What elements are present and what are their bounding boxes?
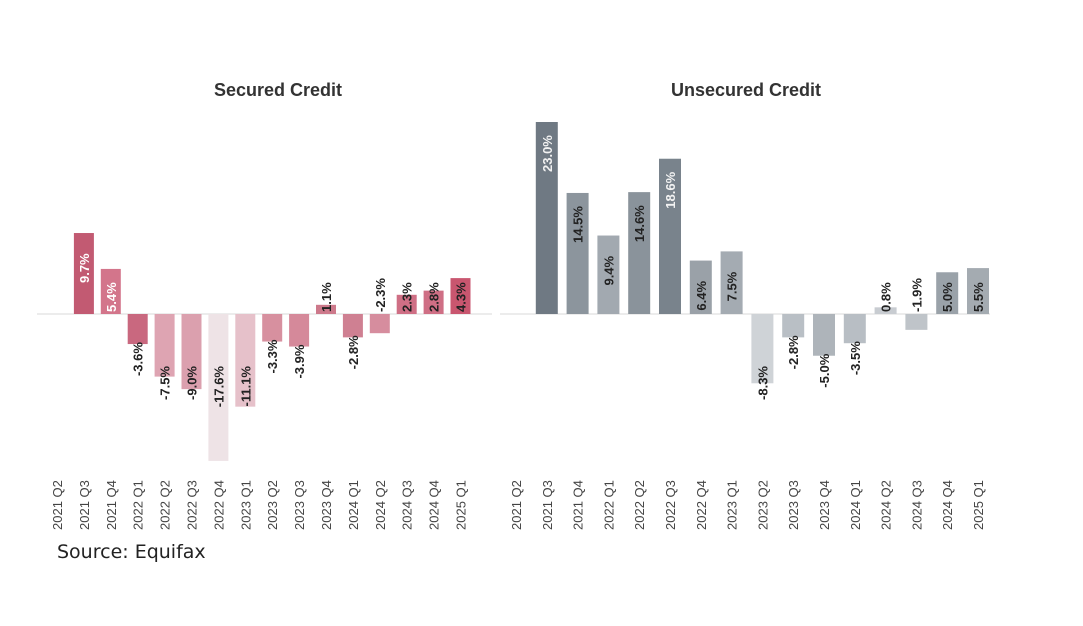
data-label: -7.5% [158, 366, 173, 400]
bar [597, 235, 620, 314]
data-label: -9.0% [185, 366, 200, 400]
x-tick-label: 2022 Q3 [185, 480, 200, 530]
x-tick-label: 2024 Q2 [879, 480, 894, 530]
data-label: 5.5% [971, 282, 986, 312]
data-label: 9.4% [601, 255, 616, 285]
data-label: 14.5% [571, 206, 586, 243]
bar [628, 192, 651, 314]
bar [289, 314, 310, 347]
data-label: 14.6% [632, 205, 647, 242]
bar [751, 314, 774, 384]
data-label: -11.1% [238, 366, 253, 407]
x-tick-label: 2023 Q1 [238, 480, 253, 530]
data-label: 1.1% [319, 282, 334, 312]
bar [208, 314, 229, 461]
x-tick-label: 2024 Q1 [848, 480, 863, 530]
x-tick-label: 2021 Q2 [509, 480, 524, 530]
bar [423, 290, 444, 314]
chart-title: Unsecured Credit [671, 80, 821, 100]
data-label: 0.8% [879, 282, 894, 312]
bar [843, 314, 866, 344]
bar [342, 314, 363, 338]
x-tick-label: 2021 Q2 [50, 480, 65, 530]
data-label: -3.3% [265, 339, 280, 373]
bar [566, 192, 589, 314]
x-tick-label: 2021 Q3 [540, 480, 555, 530]
x-tick-label: 2021 Q4 [571, 480, 586, 530]
x-tick-label: 2022 Q1 [601, 480, 616, 530]
x-tick-label: 2023 Q4 [319, 480, 334, 530]
bar [396, 294, 417, 314]
data-label: -2.3% [373, 278, 388, 312]
data-label: -3.6% [131, 342, 146, 376]
x-tick-label: 2023 Q3 [786, 480, 801, 530]
bar [127, 314, 148, 345]
x-tick-label: 2021 Q3 [77, 480, 92, 530]
source-note: Source: Equifax [57, 541, 206, 563]
data-label: 23.0% [540, 135, 555, 172]
bar [181, 314, 202, 390]
secured-credit-panel: Secured Credit 2021 Q2 9.7% 2021 Q3 5.4% 2021… [37, 80, 492, 530]
data-label: -2.8% [786, 335, 801, 369]
data-label: 5.4% [104, 282, 119, 312]
bar [936, 272, 959, 314]
bar [782, 314, 805, 338]
x-tick-label: 2024 Q3 [400, 480, 415, 530]
bar [316, 304, 336, 314]
bar [235, 314, 256, 407]
x-tick-label: 2022 Q4 [694, 480, 709, 530]
x-tick-label: 2023 Q1 [725, 480, 740, 530]
x-tick-label: 2023 Q3 [292, 480, 307, 530]
bar [262, 314, 283, 342]
x-tick-label: 2022 Q2 [632, 480, 647, 530]
x-tick-label: 2024 Q2 [373, 480, 388, 530]
x-tick-label: 2022 Q1 [131, 480, 146, 530]
data-label: -8.3% [755, 366, 770, 400]
data-label: 18.6% [663, 171, 678, 208]
data-label: -5.0% [817, 353, 832, 387]
bar [659, 158, 681, 314]
bar [73, 233, 94, 314]
unsecured-credit-panel: Unsecured Credit 2021 Q2 23.0% 2021 Q3 14.5%… [500, 80, 990, 530]
bar [369, 314, 390, 334]
x-tick-label: 2024 Q4 [427, 480, 442, 530]
bar [689, 260, 712, 314]
bar [450, 278, 471, 314]
bar [967, 268, 989, 314]
data-label: -3.5% [848, 341, 863, 375]
data-label: 7.5% [725, 271, 740, 301]
x-tick-label: 2025 Q1 [454, 480, 469, 530]
bar [535, 122, 558, 314]
x-tick-label: 2024 Q1 [346, 480, 361, 530]
bar [874, 307, 897, 314]
bar [905, 314, 928, 330]
x-tick-label: 2023 Q4 [817, 480, 832, 530]
bar [720, 251, 743, 314]
x-tick-label: 2022 Q2 [158, 480, 173, 530]
data-label: 2.3% [400, 282, 415, 312]
bar [154, 314, 175, 377]
bar [100, 268, 121, 314]
x-tick-label: 2022 Q3 [663, 480, 678, 530]
chart-title: Secured Credit [214, 80, 342, 100]
x-tick-label: 2023 Q2 [265, 480, 280, 530]
x-tick-label: 2023 Q2 [755, 480, 770, 530]
x-tick-label: 2024 Q3 [909, 480, 924, 530]
data-label: 2.8% [427, 282, 442, 312]
x-tick-label: 2021 Q4 [104, 480, 119, 530]
data-label: 4.3% [454, 282, 469, 312]
x-tick-label: 2022 Q4 [211, 480, 226, 530]
data-label: -2.8% [346, 335, 361, 369]
data-label: 5.0% [940, 282, 955, 312]
x-tick-label: 2025 Q1 [971, 480, 986, 530]
bar [813, 314, 835, 356]
data-label: -17.6% [211, 366, 226, 408]
data-label: 9.7% [77, 253, 92, 283]
x-tick-label: 2024 Q4 [940, 480, 955, 530]
data-label: -3.9% [292, 344, 307, 378]
data-label: -1.9% [909, 278, 924, 312]
data-label: 6.4% [694, 281, 709, 311]
